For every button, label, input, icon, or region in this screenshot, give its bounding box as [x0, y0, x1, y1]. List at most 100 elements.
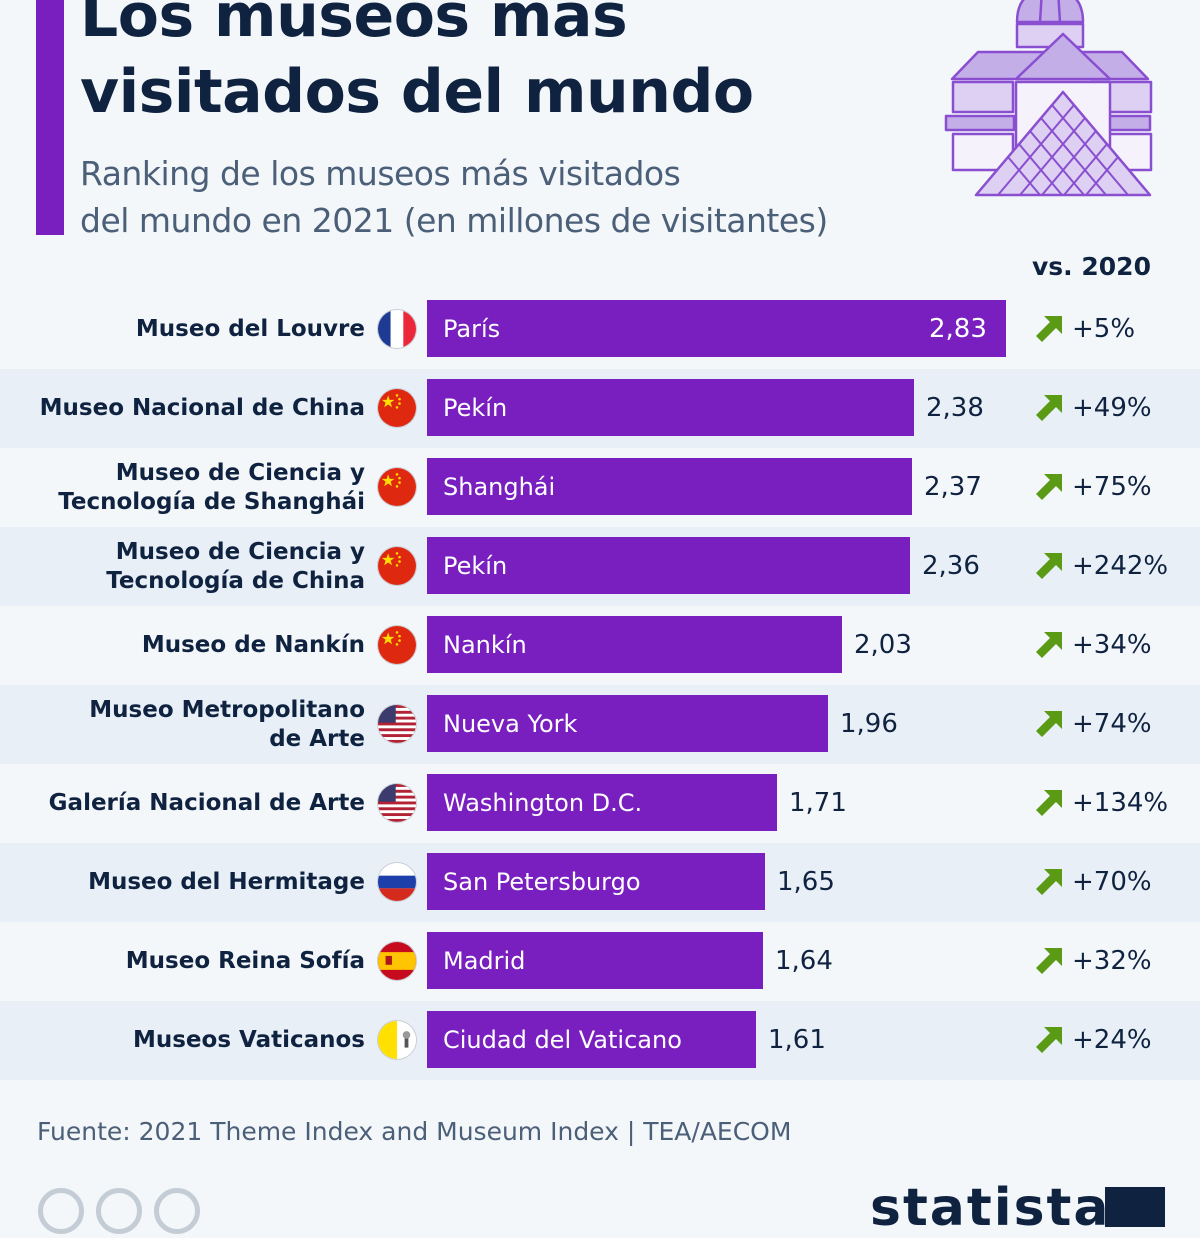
museum-name-line: Museo Metropolitano	[89, 696, 365, 723]
statista-logo-mark-icon	[1105, 1187, 1165, 1227]
arrow-up-icon	[1034, 865, 1066, 897]
bar-city-label: Nankín	[443, 630, 527, 659]
museum-name-line: Tecnología de Shanghái	[58, 488, 365, 515]
table-row: Museo de Ciencia y Tecnología de China Pek…	[0, 527, 1200, 606]
change-vs-2020: +5%	[1072, 313, 1136, 344]
france-flag-icon	[377, 309, 417, 349]
china-flag-icon	[377, 625, 417, 665]
no-derivatives-icon[interactable]	[154, 1188, 200, 1234]
arrow-up-icon	[1034, 549, 1066, 581]
subtitle-line-2: del mundo en 2021 (en millones de visita…	[80, 201, 828, 240]
chart-title: Los museos más visitados del mundo	[80, 0, 754, 130]
museum-name-line: Museo de Nankín	[141, 632, 365, 658]
museum-name: Museo Reina Sofía	[0, 922, 365, 1001]
museum-name-line: Museo del Hermitage	[88, 869, 365, 895]
statista-logo[interactable]: statista	[870, 1178, 1111, 1238]
bar-value-label: 1,64	[775, 945, 833, 976]
table-row: Museo Metropolitano de Arte Nueva York 1,96…	[0, 685, 1200, 764]
museum-name: Museo Metropolitano de Arte	[0, 685, 365, 764]
museum-name: Museo Nacional de China	[0, 369, 365, 448]
russia-flag-icon	[377, 862, 417, 902]
chart-rows: Museo del Louvre París 2,83 +5% Museo Nacion…	[0, 290, 1200, 1080]
bar	[427, 774, 777, 831]
bar-value-label: 2,38	[926, 392, 984, 423]
creative-commons-icon[interactable]	[38, 1188, 84, 1234]
museum-name: Museo del Hermitage	[0, 843, 365, 922]
bar-city-label: París	[443, 314, 501, 343]
bar	[427, 932, 763, 989]
museum-name: Museo de Ciencia y Tecnología de Shanghái	[0, 448, 365, 527]
bar	[427, 300, 1006, 357]
bar	[427, 853, 765, 910]
change-vs-2020: +32%	[1072, 945, 1152, 976]
museum-name: Museos Vaticanos	[0, 1001, 365, 1080]
attribution-icon[interactable]	[96, 1188, 142, 1234]
bar-value-label: 2,03	[854, 629, 912, 660]
china-flag-icon	[377, 388, 417, 428]
arrow-up-icon	[1034, 707, 1066, 739]
bar-city-label: Pekín	[443, 551, 508, 580]
table-row: Museos Vaticanos Ciudad del Vaticano 1,61 +…	[0, 1001, 1200, 1080]
museum-name-line: Museos Vaticanos	[132, 1027, 365, 1053]
change-vs-2020: +70%	[1072, 866, 1152, 897]
title-line-2: visitados del mundo	[80, 57, 754, 127]
museum-name: Galería Nacional de Arte	[0, 764, 365, 843]
table-row: Museo de Ciencia y Tecnología de Shanghái…	[0, 448, 1200, 527]
change-column-header: vs. 2020	[1032, 252, 1151, 281]
table-row: Museo de Nankín Nankín 2,03 +34%	[0, 606, 1200, 685]
change-vs-2020: +75%	[1072, 471, 1152, 502]
bar-value-label: 1,71	[789, 787, 847, 818]
arrow-up-icon	[1034, 391, 1066, 423]
table-row: Museo del Louvre París 2,83 +5%	[0, 290, 1200, 369]
bar	[427, 695, 828, 752]
museum-name-line: Museo de Ciencia y	[115, 538, 365, 565]
change-vs-2020: +134%	[1072, 787, 1169, 818]
louvre-museum-icon	[944, 0, 1153, 197]
bar-city-label: Ciudad del Vaticano	[443, 1025, 682, 1054]
bar-city-label: Madrid	[443, 946, 526, 975]
change-vs-2020: +24%	[1072, 1024, 1152, 1055]
bar-city-label: Washington D.C.	[443, 788, 643, 817]
bar-city-label: Nueva York	[443, 709, 578, 738]
bar-value-label: 1,61	[768, 1024, 826, 1055]
museum-name-line: de Arte	[269, 725, 365, 752]
bar	[427, 537, 910, 594]
subtitle-line-1: Ranking de los museos más visitados	[80, 154, 681, 193]
spain-flag-icon	[377, 941, 417, 981]
china-flag-icon	[377, 546, 417, 586]
usa-flag-icon	[377, 783, 417, 823]
change-vs-2020: +242%	[1072, 550, 1169, 581]
arrow-up-icon	[1034, 312, 1066, 344]
change-vs-2020: +74%	[1072, 708, 1152, 739]
bar-value-label: 1,65	[777, 866, 835, 897]
table-row: Museo del Hermitage San Petersburgo 1,65 +7…	[0, 843, 1200, 922]
museum-name: Museo de Ciencia y Tecnología de China	[0, 527, 365, 606]
table-row: Museo Nacional de China Pekín 2,38 +49%	[0, 369, 1200, 448]
museum-name: Museo del Louvre	[0, 290, 365, 369]
arrow-up-icon	[1034, 1023, 1066, 1055]
museum-name-line: Museo del Louvre	[135, 316, 365, 342]
museum-name-line: Tecnología de China	[106, 567, 365, 594]
china-flag-icon	[377, 467, 417, 507]
bar-city-label: Pekín	[443, 393, 508, 422]
vatican-flag-icon	[377, 1020, 417, 1060]
change-vs-2020: +34%	[1072, 629, 1152, 660]
source-note: Fuente: 2021 Theme Index and Museum Inde…	[37, 1117, 792, 1146]
bar	[427, 458, 912, 515]
usa-flag-icon	[377, 704, 417, 744]
license-icons	[38, 1188, 200, 1234]
bar-city-label: Shanghái	[443, 472, 556, 501]
museum-name-line: Museo de Ciencia y	[115, 459, 365, 486]
chart-subtitle: Ranking de los museos más visitados del …	[80, 150, 828, 244]
museum-name: Museo de Nankín	[0, 606, 365, 685]
table-row: Museo Reina Sofía Madrid 1,64 +32%	[0, 922, 1200, 1001]
change-vs-2020: +49%	[1072, 392, 1152, 423]
table-row: Galería Nacional de Arte Washington D.C. 1…	[0, 764, 1200, 843]
accent-bar	[36, 0, 64, 235]
bar	[427, 616, 842, 673]
bar-value-label: 1,96	[840, 708, 898, 739]
bar	[427, 1011, 756, 1068]
museum-name-line: Museo Reina Sofía	[125, 948, 365, 974]
bar-city-label: San Petersburgo	[443, 867, 641, 896]
museum-name-line: Museo Nacional de China	[39, 395, 365, 421]
